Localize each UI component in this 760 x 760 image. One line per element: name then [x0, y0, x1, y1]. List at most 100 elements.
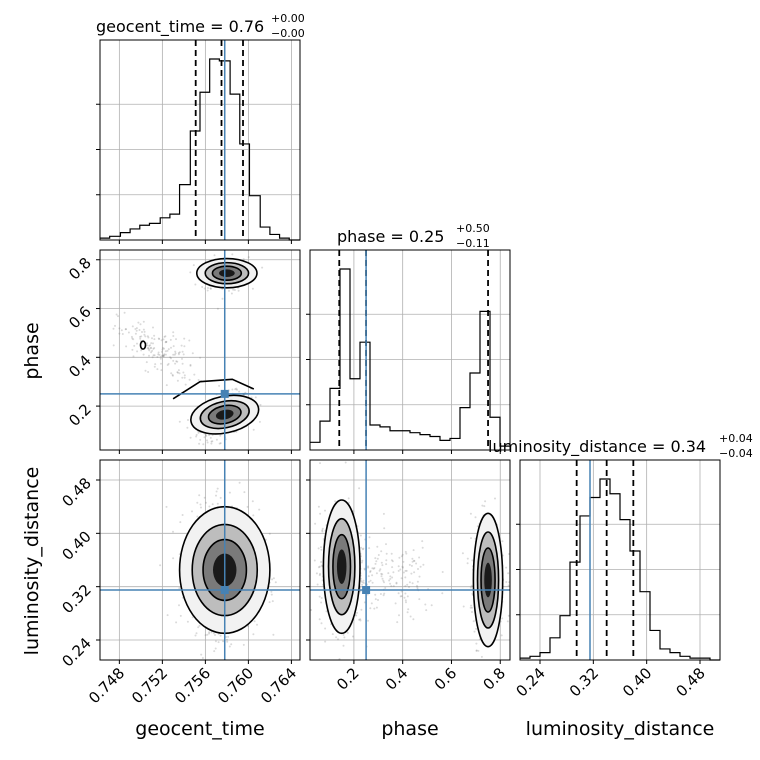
sample-point [112, 327, 115, 330]
sample-point [385, 559, 388, 562]
sample-point [218, 442, 221, 445]
sample-point [395, 582, 398, 585]
sample-point [209, 287, 212, 290]
sample-point [416, 580, 419, 583]
sample-point [358, 487, 361, 490]
sample-point [374, 593, 377, 596]
sample-point [372, 567, 375, 570]
sample-point [213, 650, 216, 653]
sample-point [400, 590, 403, 593]
sample-point [471, 611, 473, 613]
sample-point [163, 353, 166, 356]
sample-point [117, 315, 119, 318]
contour-line [195, 257, 258, 289]
sample-point [470, 537, 472, 540]
sample-point [161, 348, 164, 351]
sample-point [270, 593, 273, 596]
sample-point [268, 532, 271, 535]
title-luminosity-distance: luminosity_distance = 0.34 [488, 437, 706, 457]
sample-point [321, 527, 324, 530]
sample-point [384, 587, 387, 589]
sample-point [166, 614, 169, 617]
truth-marker [362, 586, 371, 594]
sample-point [216, 307, 219, 310]
sample-point [381, 577, 384, 580]
sample-point [227, 635, 230, 638]
x-tick-label: 0.2 [333, 664, 363, 694]
sample-point [259, 403, 262, 406]
sample-point [197, 431, 200, 434]
panel-frame [309, 249, 511, 451]
sample-point [127, 331, 130, 334]
sample-point [148, 354, 150, 357]
sample-point [400, 577, 403, 580]
sample-point [321, 530, 324, 533]
sample-point [404, 550, 407, 553]
sample-point [228, 491, 231, 494]
sample-point [226, 638, 228, 641]
sample-point [378, 569, 381, 572]
sample-point [252, 514, 255, 517]
x-tick-label: 0.756 [171, 664, 214, 707]
xlabel-phase: phase [381, 718, 438, 740]
sample-point [360, 608, 363, 611]
y-tick-label: 0.4 [65, 351, 95, 381]
sample-point [123, 311, 126, 314]
sample-point [230, 292, 233, 295]
sample-point [191, 510, 193, 513]
sample-point [140, 349, 143, 352]
sample-point [120, 329, 123, 332]
sample-point [505, 581, 508, 583]
sample-point [152, 326, 154, 329]
sample-point [480, 655, 483, 658]
sample-point [316, 583, 319, 586]
sample-point [172, 353, 175, 356]
sample-point [163, 347, 165, 350]
xlabel-luminosity-distance: luminosity_distance [526, 718, 715, 740]
sample-point [494, 497, 496, 500]
sample-point [391, 566, 394, 569]
sample-point [134, 332, 137, 335]
sample-point [418, 598, 421, 601]
sample-point [228, 645, 231, 648]
density-level [336, 549, 347, 585]
sample-point [412, 549, 415, 552]
sample-point [218, 384, 221, 387]
sample-point [314, 522, 317, 525]
sample-point [178, 587, 181, 590]
sample-point [402, 560, 405, 563]
sample-point [403, 596, 406, 599]
sample-point [164, 341, 167, 344]
sample-point [194, 634, 197, 637]
sample-point [165, 340, 168, 343]
sample-point [196, 501, 199, 504]
sample-point [470, 604, 473, 607]
sample-point [324, 627, 327, 630]
sample-point [385, 543, 387, 546]
x-tick-label: 0.748 [85, 664, 128, 707]
sample-point [158, 353, 161, 356]
sample-point [131, 348, 134, 351]
sample-point [272, 577, 275, 580]
sample-point [134, 328, 137, 330]
sample-point [337, 638, 339, 641]
sample-point [418, 575, 421, 578]
sample-point [471, 606, 473, 609]
sample-point [359, 590, 362, 593]
sample-point [359, 534, 362, 537]
sample-point [124, 328, 127, 331]
sample-point [186, 426, 189, 429]
sample-point [381, 573, 384, 576]
sample-point [390, 585, 393, 588]
sample-point [178, 351, 181, 354]
sample-point [192, 264, 195, 267]
panel-frame [99, 459, 301, 661]
sample-point [320, 564, 323, 567]
sample-point [199, 503, 202, 506]
sample-point [177, 353, 180, 356]
sample-point [362, 579, 365, 582]
sample-point [183, 345, 186, 348]
sample-point [208, 632, 211, 635]
sample-point [404, 592, 407, 595]
sample-point [178, 604, 180, 607]
